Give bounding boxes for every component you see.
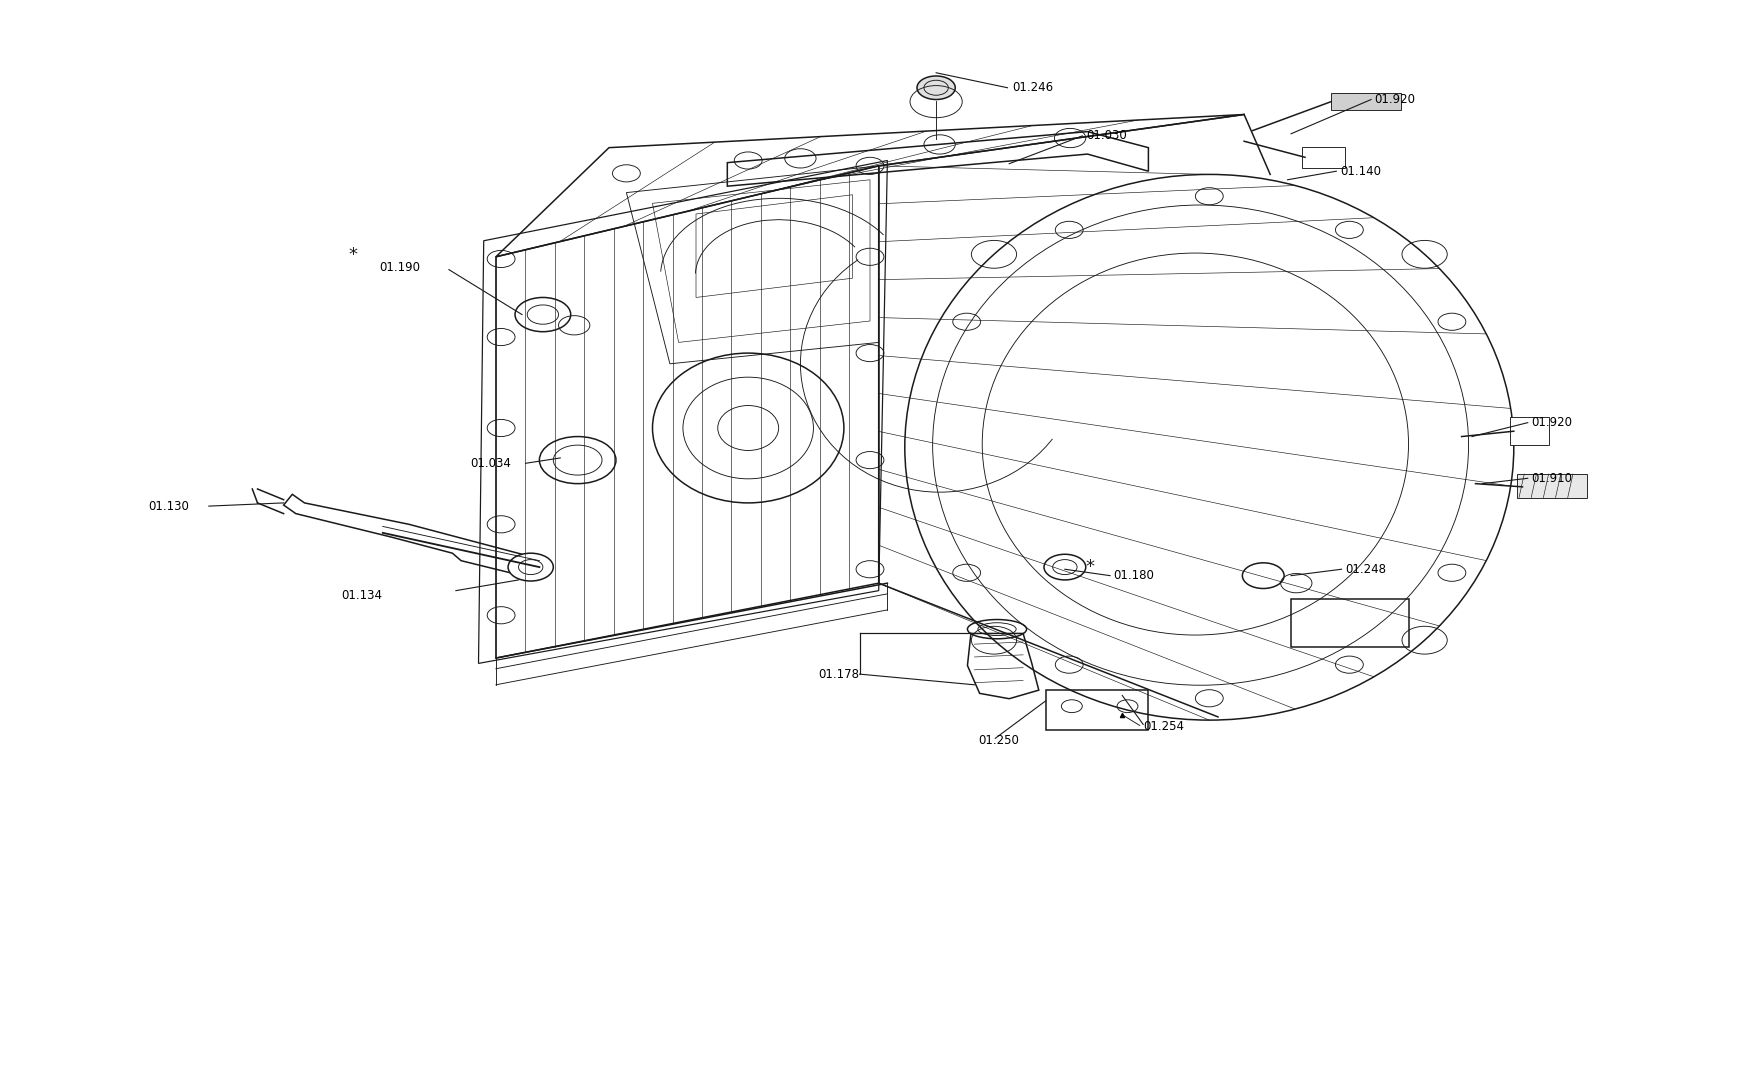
Circle shape — [1043, 554, 1085, 580]
Text: 01.250: 01.250 — [977, 734, 1017, 747]
Circle shape — [508, 553, 553, 581]
Text: 01.030: 01.030 — [1085, 129, 1125, 142]
Text: 01.920: 01.920 — [1374, 93, 1416, 106]
Text: *: * — [1085, 559, 1094, 576]
Text: 01.254: 01.254 — [1143, 720, 1184, 733]
Text: 01.248: 01.248 — [1344, 563, 1386, 576]
Text: *: * — [348, 246, 356, 263]
Circle shape — [916, 76, 955, 100]
Bar — [1516, 474, 1586, 498]
Text: 01.180: 01.180 — [1113, 569, 1153, 582]
Circle shape — [539, 437, 616, 484]
Bar — [1301, 147, 1344, 168]
Text: 01.140: 01.140 — [1339, 165, 1381, 178]
Bar — [1509, 417, 1548, 445]
Text: 01.130: 01.130 — [148, 500, 188, 513]
Circle shape — [515, 297, 570, 332]
Text: 01.178: 01.178 — [817, 668, 859, 681]
Text: 01.246: 01.246 — [1012, 81, 1054, 94]
Text: 01.190: 01.190 — [379, 261, 421, 274]
Text: 01.910: 01.910 — [1530, 472, 1572, 485]
Bar — [1330, 93, 1400, 110]
Text: 01.134: 01.134 — [341, 590, 383, 602]
Circle shape — [1242, 563, 1283, 589]
Text: 01.920: 01.920 — [1530, 416, 1572, 429]
Text: 01.034: 01.034 — [470, 457, 510, 470]
